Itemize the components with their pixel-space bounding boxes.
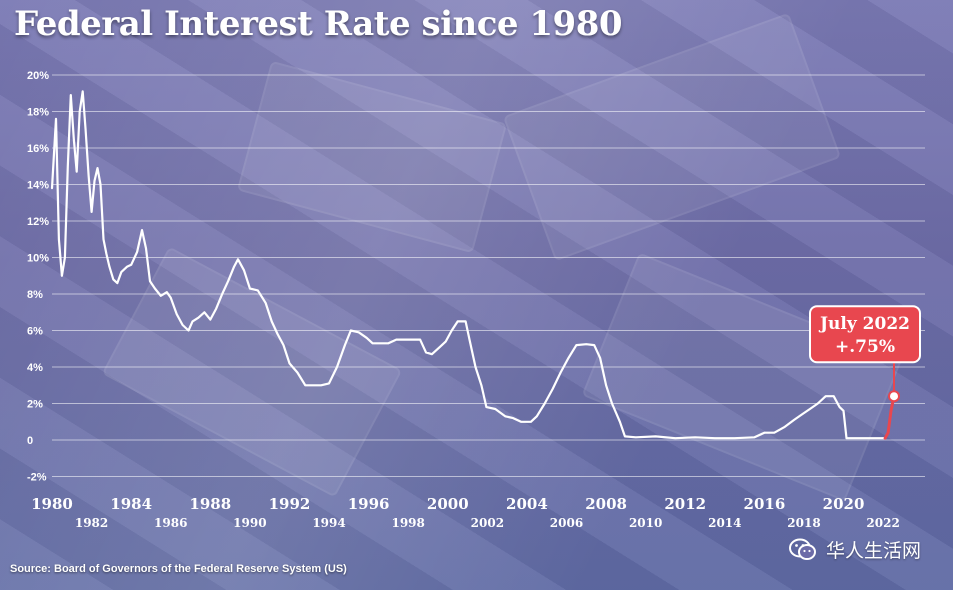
x-tick-label: 1988 bbox=[189, 495, 231, 513]
wechat-icon bbox=[788, 537, 818, 563]
x-tick-label: 2010 bbox=[629, 516, 662, 530]
y-tick-label: 18% bbox=[27, 107, 49, 119]
y-tick-label: -2% bbox=[27, 472, 47, 484]
annotation-point bbox=[888, 390, 901, 403]
x-tick-label: 1996 bbox=[348, 495, 390, 513]
x-tick-label: 2016 bbox=[744, 495, 786, 513]
x-tick-label: 1984 bbox=[110, 495, 152, 513]
x-tick-label: 2000 bbox=[427, 495, 469, 513]
y-tick-label: 10% bbox=[27, 253, 49, 265]
x-tick-label: 1982 bbox=[75, 516, 108, 530]
y-tick-label: 6% bbox=[27, 326, 43, 338]
x-tick-label: 2008 bbox=[585, 495, 627, 513]
watermark: 华人生活网 bbox=[788, 536, 921, 563]
x-tick-label: 2020 bbox=[823, 495, 865, 513]
x-tick-label: 2022 bbox=[866, 516, 899, 530]
x-tick-label: 1994 bbox=[312, 516, 345, 530]
x-tick-label: 1992 bbox=[269, 495, 311, 513]
y-tick-label: 8% bbox=[27, 289, 43, 301]
y-tick-label: 0 bbox=[27, 435, 33, 447]
source-note: Source: Board of Governors of the Federa… bbox=[10, 563, 347, 575]
x-tick-label: 2004 bbox=[506, 495, 548, 513]
x-tick-label: 2012 bbox=[664, 495, 706, 513]
y-tick-label: 16% bbox=[27, 143, 49, 155]
y-tick-label: 20% bbox=[27, 70, 49, 82]
x-tick-label: 1998 bbox=[391, 516, 424, 530]
annotation-value: +.75% bbox=[835, 337, 895, 357]
y-tick-label: 14% bbox=[27, 180, 49, 192]
rate-series-line bbox=[50, 90, 887, 440]
chart-title: Federal Interest Rate since 1980 bbox=[14, 4, 623, 44]
watermark-text: 华人生活网 bbox=[825, 540, 921, 562]
y-tick-label: 2% bbox=[27, 399, 43, 411]
y-tick-label: 4% bbox=[27, 362, 43, 374]
x-tick-label: 1980 bbox=[31, 495, 73, 513]
y-tick-label: 12% bbox=[27, 216, 49, 228]
x-tick-label: 2014 bbox=[708, 516, 741, 530]
x-tick-label: 2006 bbox=[550, 516, 583, 530]
x-tick-label: 2002 bbox=[471, 516, 504, 530]
x-tick-label: 2018 bbox=[787, 516, 820, 530]
annotation-box bbox=[809, 305, 921, 364]
x-tick-label: 1986 bbox=[154, 516, 187, 530]
x-tick-label: 1990 bbox=[233, 516, 266, 530]
annotation-date: July 2022 bbox=[818, 314, 910, 334]
highlight-segment bbox=[883, 394, 896, 440]
